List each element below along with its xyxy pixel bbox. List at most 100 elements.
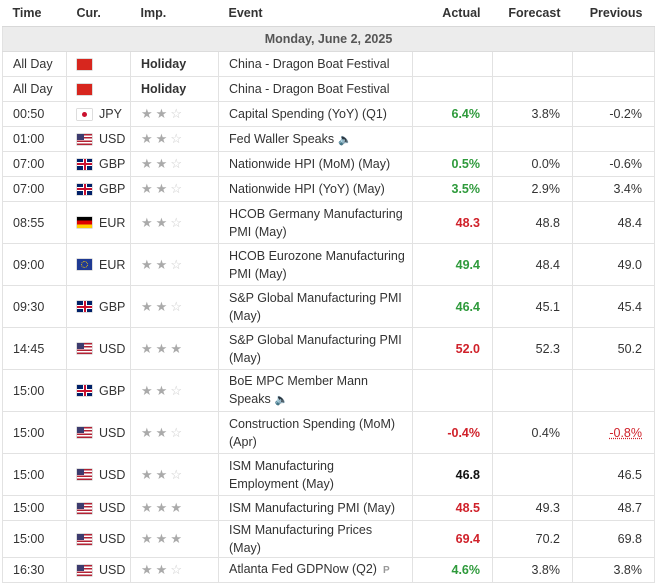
event-name[interactable]: HCOB Eurozone Manufacturing PMI (May) <box>229 248 405 281</box>
actual-cell: -0.4% <box>412 411 493 454</box>
event-cell[interactable]: BoE MPC Member Mann Speaks 🔈 <box>218 369 413 412</box>
event-name[interactable]: S&P Global Manufacturing PMI (May) <box>229 290 402 323</box>
event-cell[interactable]: ISM Manufacturing Employment (May) <box>218 453 413 496</box>
star-empty-icon: ☆ <box>170 181 185 196</box>
speaker-icon[interactable]: 🔈 <box>338 133 352 146</box>
currency-cell: GBP <box>66 176 131 202</box>
event-cell[interactable]: China - Dragon Boat Festival <box>218 76 413 102</box>
event-row[interactable]: 09:00 EUR ★★☆ HCOB Eurozone Manufacturing P… <box>2 243 655 286</box>
event-time: 15:00 <box>13 467 45 482</box>
holiday-row[interactable]: All Day Holiday China - Dragon Boat Festiv… <box>2 76 655 102</box>
time-cell: 07:00 <box>2 176 67 202</box>
event-name[interactable]: HCOB Germany Manufacturing PMI (May) <box>229 206 403 239</box>
event-time: 01:00 <box>13 132 45 146</box>
event-cell[interactable]: Construction Spending (MoM) (Apr) <box>218 411 413 454</box>
event-cell[interactable]: HCOB Eurozone Manufacturing PMI (May) <box>218 243 413 286</box>
star-filled-icon: ★ <box>155 131 171 146</box>
event-row[interactable]: 09:30 GBP ★★☆ S&P Global Manufacturing PMI … <box>2 285 655 328</box>
event-cell[interactable]: S&P Global Manufacturing PMI (May) <box>218 285 413 328</box>
time-cell: 00:50 <box>2 101 67 127</box>
previous-value: 48.7 <box>617 501 642 515</box>
col-time[interactable]: Time <box>2 0 67 27</box>
event-cell[interactable]: Fed Waller Speaks 🔈 <box>218 126 413 152</box>
speaker-icon[interactable]: 🔈 <box>274 394 289 406</box>
event-cell[interactable]: Atlanta Fed GDPNow (Q2) P <box>218 557 413 583</box>
col-currency[interactable]: Cur. <box>66 0 131 27</box>
event-name[interactable]: S&P Global Manufacturing PMI (May) <box>229 332 402 365</box>
event-name[interactable]: ISM Manufacturing Prices (May) <box>229 523 373 555</box>
currency-cell <box>66 76 131 102</box>
forecast-cell: 0.4% <box>492 411 573 454</box>
star-filled-icon: ★ <box>141 424 156 440</box>
star-empty-icon: ☆ <box>170 156 185 171</box>
forecast-value: 0.0% <box>531 157 561 171</box>
holiday-row[interactable]: All Day Holiday China - Dragon Boat Festiv… <box>2 51 655 77</box>
event-name[interactable]: Fed Waller Speaks <box>229 131 335 146</box>
previous-value[interactable]: -0.8% <box>609 425 642 440</box>
event-name[interactable]: Capital Spending (YoY) (Q1) <box>229 107 387 121</box>
flag-eu-icon <box>77 259 92 270</box>
previous-cell <box>572 76 655 102</box>
actual-cell: 6.4% <box>412 101 493 127</box>
col-actual[interactable]: Actual <box>412 0 493 27</box>
forecast-cell <box>492 126 573 152</box>
event-cell[interactable]: Nationwide HPI (YoY) (May) <box>218 176 413 202</box>
event-row[interactable]: 07:00 GBP ★★☆ Nationwide HPI (MoM) (May) 0.5… <box>2 151 655 177</box>
time-cell: 08:55 <box>2 201 67 244</box>
event-row[interactable]: 00:50 JPY ★★☆ Capital Spending (YoY) (Q1) 6.… <box>2 101 655 127</box>
importance-stars: ★★☆ <box>130 453 219 496</box>
flag-us-icon <box>77 502 92 514</box>
event-time: All Day <box>13 57 53 71</box>
event-cell[interactable]: S&P Global Manufacturing PMI (May) <box>218 327 413 370</box>
event-name[interactable]: ISM Manufacturing PMI (May) <box>229 501 396 515</box>
event-cell[interactable]: Nationwide HPI (MoM) (May) <box>218 151 413 177</box>
flag-gb-icon <box>77 385 92 396</box>
event-time: 15:00 <box>13 532 45 546</box>
event-row[interactable]: 15:00 USD ★★☆ ISM Manufacturing Employment … <box>2 453 655 496</box>
currency-code: USD <box>99 501 126 515</box>
event-cell[interactable]: China - Dragon Boat Festival <box>218 51 413 77</box>
forecast-cell <box>492 51 573 77</box>
forecast-cell: 3.8% <box>492 101 573 127</box>
previous-value: -0.6% <box>609 157 642 171</box>
col-previous[interactable]: Previous <box>572 0 655 27</box>
event-name[interactable]: Atlanta Fed GDPNow (Q2) <box>229 562 377 576</box>
flag-us-icon <box>77 343 92 354</box>
event-row[interactable]: 15:00 GBP ★★☆ BoE MPC Member Mann Speaks 🔈 <box>2 369 655 412</box>
event-name[interactable]: Construction Spending (MoM) (Apr) <box>229 416 396 449</box>
event-row[interactable]: 16:30 USD ★★☆ Atlanta Fed GDPNow (Q2) P 4.6% 3… <box>2 557 655 583</box>
event-cell[interactable]: ISM Manufacturing Prices (May) <box>218 520 413 558</box>
event-cell[interactable]: Capital Spending (YoY) (Q1) <box>218 101 413 127</box>
time-cell: 14:45 <box>2 327 67 370</box>
event-name[interactable]: BoE MPC Member Mann Speaks <box>229 374 368 406</box>
event-cell[interactable]: HCOB Germany Manufacturing PMI (May) <box>218 201 413 244</box>
actual-value: 46.8 <box>455 467 480 482</box>
preliminary-icon[interactable]: P <box>382 565 390 576</box>
holiday-label: Holiday <box>141 82 187 96</box>
event-row[interactable]: 15:00 USD ★★★ ISM Manufacturing PMI (May) 48… <box>2 495 655 521</box>
event-cell[interactable]: ISM Manufacturing PMI (May) <box>218 495 413 521</box>
event-name[interactable]: ISM Manufacturing Employment (May) <box>229 458 334 491</box>
event-row[interactable]: 08:55 EUR ★★☆ HCOB Germany Manufacturing PM… <box>2 201 655 244</box>
event-name[interactable]: Nationwide HPI (MoM) (May) <box>229 157 391 171</box>
actual-value: 3.5% <box>451 182 481 196</box>
event-row[interactable]: 15:00 USD ★★☆ Construction Spending (MoM) (… <box>2 411 655 454</box>
event-row[interactable]: 14:45 USD ★★★ S&P Global Manufacturing PMI … <box>2 327 655 370</box>
time-cell: 07:00 <box>2 151 67 177</box>
star-filled-icon: ★ <box>141 214 156 230</box>
event-row[interactable]: 07:00 GBP ★★☆ Nationwide HPI (YoY) (May) 3.5… <box>2 176 655 202</box>
event-row[interactable]: 01:00 USD ★★☆ Fed Waller Speaks 🔈 <box>2 126 655 152</box>
event-time: 15:00 <box>13 425 45 440</box>
event-name: China - Dragon Boat Festival <box>229 82 390 96</box>
forecast-value: 3.8% <box>531 107 561 121</box>
flag-gb-icon <box>77 301 92 312</box>
event-row[interactable]: 15:00 USD ★★★ ISM Manufacturing Prices (May… <box>2 520 655 558</box>
col-importance[interactable]: Imp. <box>130 0 219 27</box>
event-name[interactable]: Nationwide HPI (YoY) (May) <box>229 182 385 196</box>
previous-cell: 46.5 <box>572 453 655 496</box>
col-event[interactable]: Event <box>218 0 413 27</box>
star-empty-icon: ☆ <box>170 214 185 230</box>
forecast-value: 52.3 <box>535 341 560 356</box>
col-forecast[interactable]: Forecast <box>492 0 573 27</box>
forecast-cell: 3.8% <box>492 557 573 583</box>
